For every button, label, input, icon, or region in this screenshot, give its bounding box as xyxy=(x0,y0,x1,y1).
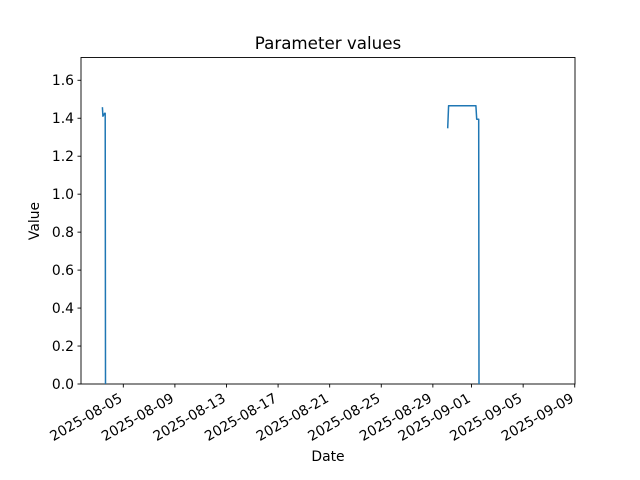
y-tick-label: 1.6 xyxy=(52,73,74,89)
chart-title: Parameter values xyxy=(254,33,402,53)
x-axis-label: Date xyxy=(311,449,345,465)
y-tick-label: 0.2 xyxy=(52,339,74,355)
series-line xyxy=(446,104,480,385)
y-tick-label: 1.4 xyxy=(52,111,74,127)
y-tick-label: 1.2 xyxy=(52,149,74,165)
y-tick-label: 0.4 xyxy=(52,301,74,317)
y-tick-label: 0.0 xyxy=(52,377,74,393)
y-tick-label: 0.8 xyxy=(52,225,74,241)
series-line xyxy=(101,107,107,385)
y-tick-label: 0.6 xyxy=(52,263,74,279)
y-tick-label: 1.0 xyxy=(52,187,74,203)
axes-frame xyxy=(80,57,576,385)
